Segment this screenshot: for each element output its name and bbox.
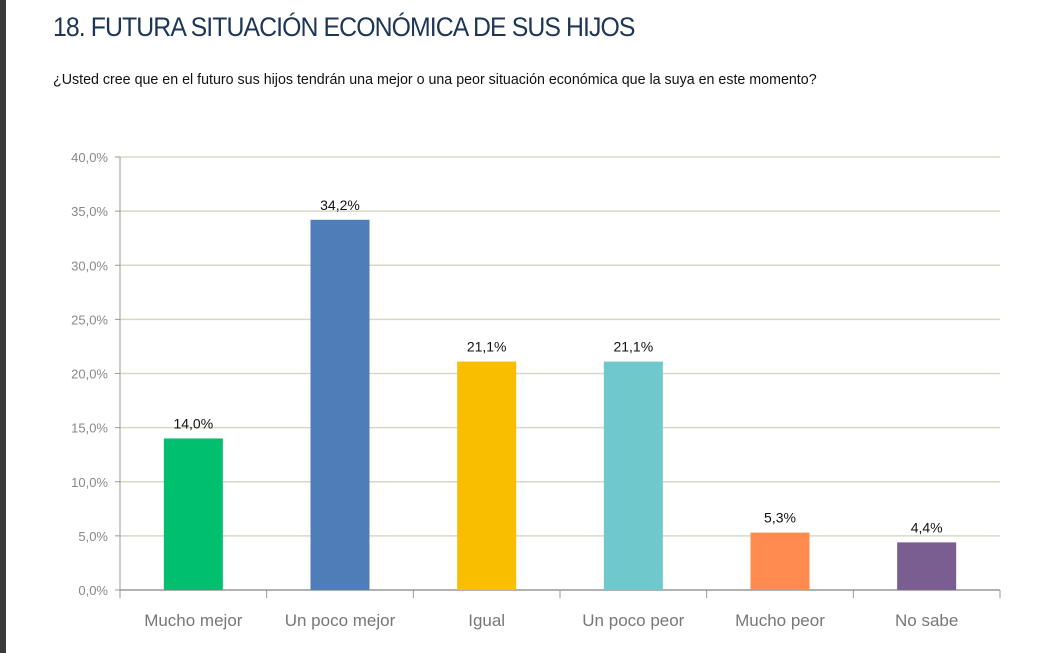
- bar: [457, 361, 517, 590]
- bar: [750, 532, 810, 590]
- bar: [897, 542, 957, 590]
- page-title: 18. FUTURA SITUACIÓN ECONÓMICA DE SUS HI…: [53, 12, 635, 42]
- y-tick-label: 15,0%: [71, 421, 108, 436]
- x-tick-label: No sabe: [895, 611, 958, 630]
- data-label: 21,1%: [613, 339, 653, 355]
- y-tick-label: 30,0%: [71, 258, 108, 273]
- data-label: 5,3%: [764, 510, 796, 526]
- x-tick-label: Un poco mejor: [285, 611, 396, 630]
- window-edge: [0, 0, 6, 653]
- data-label: 4,4%: [911, 519, 943, 535]
- bar: [310, 219, 370, 590]
- y-tick-label: 25,0%: [71, 312, 108, 327]
- question-text: ¿Usted cree que en el futuro sus hijos t…: [53, 71, 817, 88]
- x-tick-label: Igual: [468, 611, 505, 630]
- bar: [603, 361, 663, 590]
- data-label: 14,0%: [173, 415, 213, 431]
- y-tick-label: 40,0%: [71, 150, 108, 165]
- y-tick-label: 5,0%: [78, 529, 108, 544]
- y-tick-label: 10,0%: [71, 475, 108, 490]
- y-tick-label: 0,0%: [78, 583, 108, 598]
- bar: [163, 438, 223, 590]
- x-tick-label: Mucho mejor: [144, 611, 243, 630]
- y-tick-label: 35,0%: [71, 204, 108, 219]
- y-tick-label: 20,0%: [71, 367, 108, 382]
- x-tick-label: Un poco peor: [582, 611, 684, 630]
- data-label: 34,2%: [320, 197, 360, 213]
- data-label: 21,1%: [467, 339, 507, 355]
- x-tick-label: Mucho peor: [735, 611, 825, 630]
